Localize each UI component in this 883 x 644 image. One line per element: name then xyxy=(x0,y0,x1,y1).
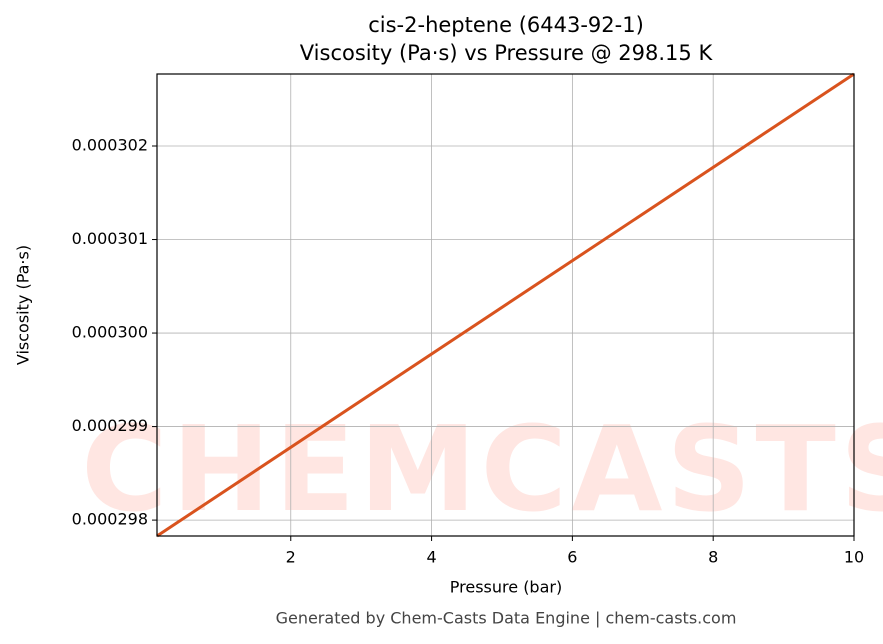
y-tick-label: 0.000300 xyxy=(72,323,148,342)
y-tick-label: 0.000301 xyxy=(72,229,148,248)
plot-frame xyxy=(156,73,855,537)
y-axis-label: Viscosity (Pa·s) xyxy=(14,245,33,365)
footer: Generated by Chem-Casts Data Engine | ch… xyxy=(276,609,737,628)
x-tick-label: 8 xyxy=(708,548,718,567)
chart-title: cis-2-heptene (6443-92-1) xyxy=(368,13,644,37)
y-tick-label: 0.000298 xyxy=(72,510,148,529)
chart-subtitle: Viscosity (Pa·s) vs Pressure @ 298.15 K xyxy=(300,41,714,65)
x-tick-label: 2 xyxy=(286,548,296,567)
watermark: CHEMCASTS xyxy=(81,400,883,538)
line xyxy=(156,72,855,538)
x-tick-label: 6 xyxy=(567,548,577,567)
y-tick-label: 0.000299 xyxy=(72,416,148,435)
y-tick-label: 0.000302 xyxy=(72,136,148,155)
x-tick-label: 10 xyxy=(844,548,864,567)
x-tick-label: 4 xyxy=(426,548,436,567)
x-axis-label: Pressure (bar) xyxy=(450,578,562,597)
